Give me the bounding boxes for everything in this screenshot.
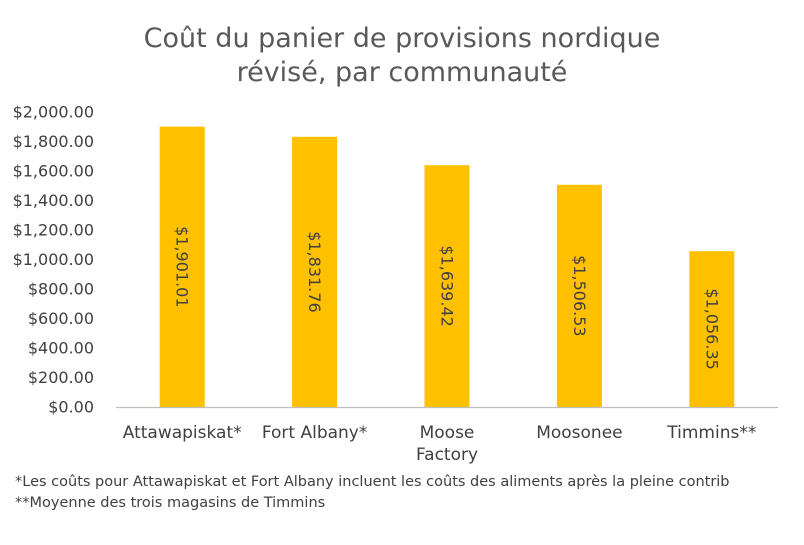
y-tick-label: $1,200.00 (13, 221, 94, 240)
y-tick-label: $800.00 (28, 280, 94, 299)
bars (159, 126, 735, 408)
x-category-label: Timmins** (666, 423, 756, 443)
y-tick-label: $1,800.00 (13, 132, 94, 151)
y-tick-label: $1,400.00 (13, 191, 94, 210)
y-axis: $0.00 $200.00 $400.00 $600.00 $800.00 $1,000.… (13, 103, 94, 417)
y-tick-label: $400.00 (28, 339, 94, 358)
bar (689, 251, 735, 407)
y-tick-label: $1,000.00 (13, 250, 94, 269)
bar-data-label: $1,901.01 (173, 226, 192, 307)
footnote-communities: *Les coûts pour Attawapiskat et Fort Alb… (15, 474, 730, 490)
y-tick-label: $200.00 (28, 368, 94, 387)
bar-data-label: $1,831.76 (305, 231, 324, 312)
bar-data-label: $1,639.42 (438, 245, 457, 326)
y-tick-label: $0.00 (48, 398, 94, 417)
bar-data-label: $1,506.53 (570, 255, 589, 336)
bar (292, 136, 338, 407)
footnote-timmins: **Moyenne des trois magasins de Timmins (15, 495, 326, 511)
bar (556, 184, 602, 407)
x-category-label: Moose (420, 423, 475, 443)
y-tick-label: $2,000.00 (13, 103, 94, 122)
x-category-label: Moosonee (536, 423, 622, 443)
y-tick-label: $1,600.00 (13, 162, 94, 181)
bar-data-labels: $1,901.01 $1,831.76 $1,639.42 $1,506.53 $1,0… (173, 226, 722, 370)
y-tick-label: $600.00 (28, 309, 94, 328)
chart-title-line: Coût du panier de provisions nordique (144, 23, 661, 54)
bar (159, 126, 205, 408)
chart-title: Coût du panier de provisions nordiquerév… (144, 23, 661, 88)
bar (424, 165, 470, 407)
x-category-label: Attawapiskat* (123, 423, 242, 443)
chart-title-line: révisé, par communauté (237, 57, 568, 88)
bar-data-label: $1,056.35 (702, 288, 721, 369)
x-category-label: Factory (416, 445, 478, 465)
x-category-label: Fort Albany* (262, 423, 368, 443)
